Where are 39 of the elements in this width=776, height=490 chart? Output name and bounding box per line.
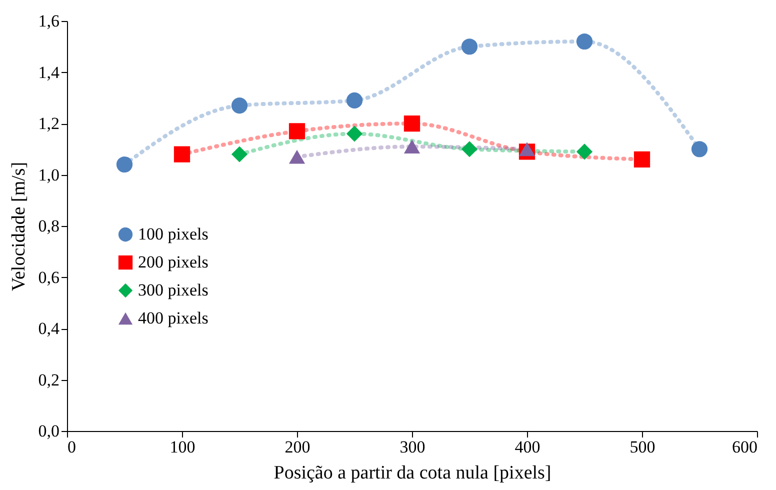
point	[634, 151, 650, 168]
point	[174, 146, 190, 162]
point	[231, 146, 248, 162]
point	[346, 92, 363, 108]
point	[518, 142, 536, 156]
y-tick-label: 1,0	[38, 165, 60, 184]
x-tick-label: 200	[284, 438, 310, 456]
y-tick-label: 0,8	[38, 216, 60, 236]
y-tick-label: 1,4	[38, 62, 60, 82]
y-tick-label: 1,2	[38, 114, 60, 133]
legend-label: 200 pixels	[138, 252, 208, 272]
x-axis-title: Posição a partir da cota nula [pixels]	[274, 462, 552, 484]
point	[288, 150, 306, 164]
y-tick-label: 0,0	[38, 422, 60, 440]
legend-label: 300 pixels	[138, 280, 208, 300]
point	[461, 141, 478, 158]
x-tick-label: 300	[400, 438, 426, 456]
legend-label: 100 pixels	[138, 224, 208, 244]
point	[691, 141, 708, 158]
point	[116, 156, 133, 173]
y-tick-label: 0,6	[38, 268, 60, 287]
x-tick-label: 0	[68, 438, 76, 456]
point	[461, 38, 478, 55]
x-tick-label: 500	[630, 438, 656, 456]
x-tick-label: 400	[514, 438, 540, 456]
y-tick-label: 1,6	[38, 12, 60, 30]
point	[288, 123, 306, 140]
y-tick-label: 0,2	[38, 370, 60, 390]
legend-label: 400 pixels	[138, 308, 208, 328]
point	[404, 140, 420, 154]
x-tick-label: 600	[732, 438, 758, 456]
y-tick-label: 0,4	[38, 319, 60, 338]
x-tick-label: 100	[170, 438, 196, 456]
point	[576, 33, 593, 50]
y-axis-title: Velocidade [m/s]	[8, 162, 30, 292]
point	[404, 115, 420, 132]
point	[231, 98, 248, 114]
point	[346, 126, 363, 142]
point	[576, 144, 593, 160]
